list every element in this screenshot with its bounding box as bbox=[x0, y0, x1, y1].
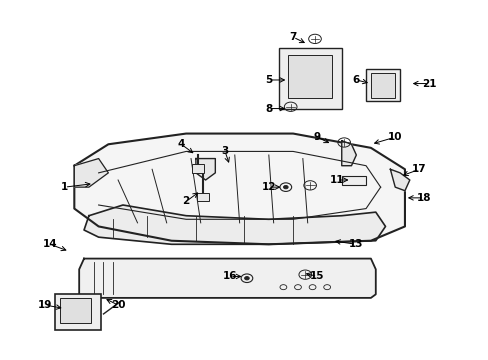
Text: 10: 10 bbox=[387, 132, 402, 142]
Bar bbox=[341, 176, 366, 185]
Text: 5: 5 bbox=[264, 75, 272, 85]
Polygon shape bbox=[196, 158, 215, 180]
Text: 20: 20 bbox=[111, 300, 125, 310]
Bar bbox=[192, 164, 203, 173]
Text: 17: 17 bbox=[411, 164, 426, 174]
Text: 12: 12 bbox=[261, 182, 276, 192]
Text: 13: 13 bbox=[348, 239, 363, 249]
Text: 6: 6 bbox=[352, 75, 359, 85]
Text: 7: 7 bbox=[289, 32, 296, 42]
Bar bbox=[366, 69, 399, 102]
Bar bbox=[287, 55, 331, 98]
Text: 11: 11 bbox=[329, 175, 344, 185]
Bar bbox=[370, 73, 394, 98]
Polygon shape bbox=[84, 205, 385, 244]
Bar bbox=[55, 294, 101, 330]
Text: 21: 21 bbox=[421, 78, 436, 89]
Text: 19: 19 bbox=[38, 300, 52, 310]
Circle shape bbox=[283, 185, 287, 189]
Polygon shape bbox=[79, 258, 375, 298]
Text: 2: 2 bbox=[182, 197, 189, 206]
Bar bbox=[197, 193, 208, 202]
Text: 1: 1 bbox=[61, 182, 68, 192]
Circle shape bbox=[244, 276, 249, 280]
Text: 16: 16 bbox=[222, 271, 237, 282]
Polygon shape bbox=[74, 158, 108, 187]
Text: 4: 4 bbox=[177, 139, 184, 149]
Text: 3: 3 bbox=[221, 147, 228, 157]
Text: 8: 8 bbox=[264, 104, 272, 113]
Polygon shape bbox=[341, 141, 356, 166]
Text: 9: 9 bbox=[313, 132, 320, 142]
Bar bbox=[278, 48, 341, 109]
Text: 15: 15 bbox=[309, 271, 324, 282]
Text: 14: 14 bbox=[42, 239, 57, 249]
Polygon shape bbox=[74, 134, 404, 244]
Polygon shape bbox=[389, 169, 409, 191]
Text: 18: 18 bbox=[416, 193, 431, 203]
Bar bbox=[60, 298, 91, 323]
